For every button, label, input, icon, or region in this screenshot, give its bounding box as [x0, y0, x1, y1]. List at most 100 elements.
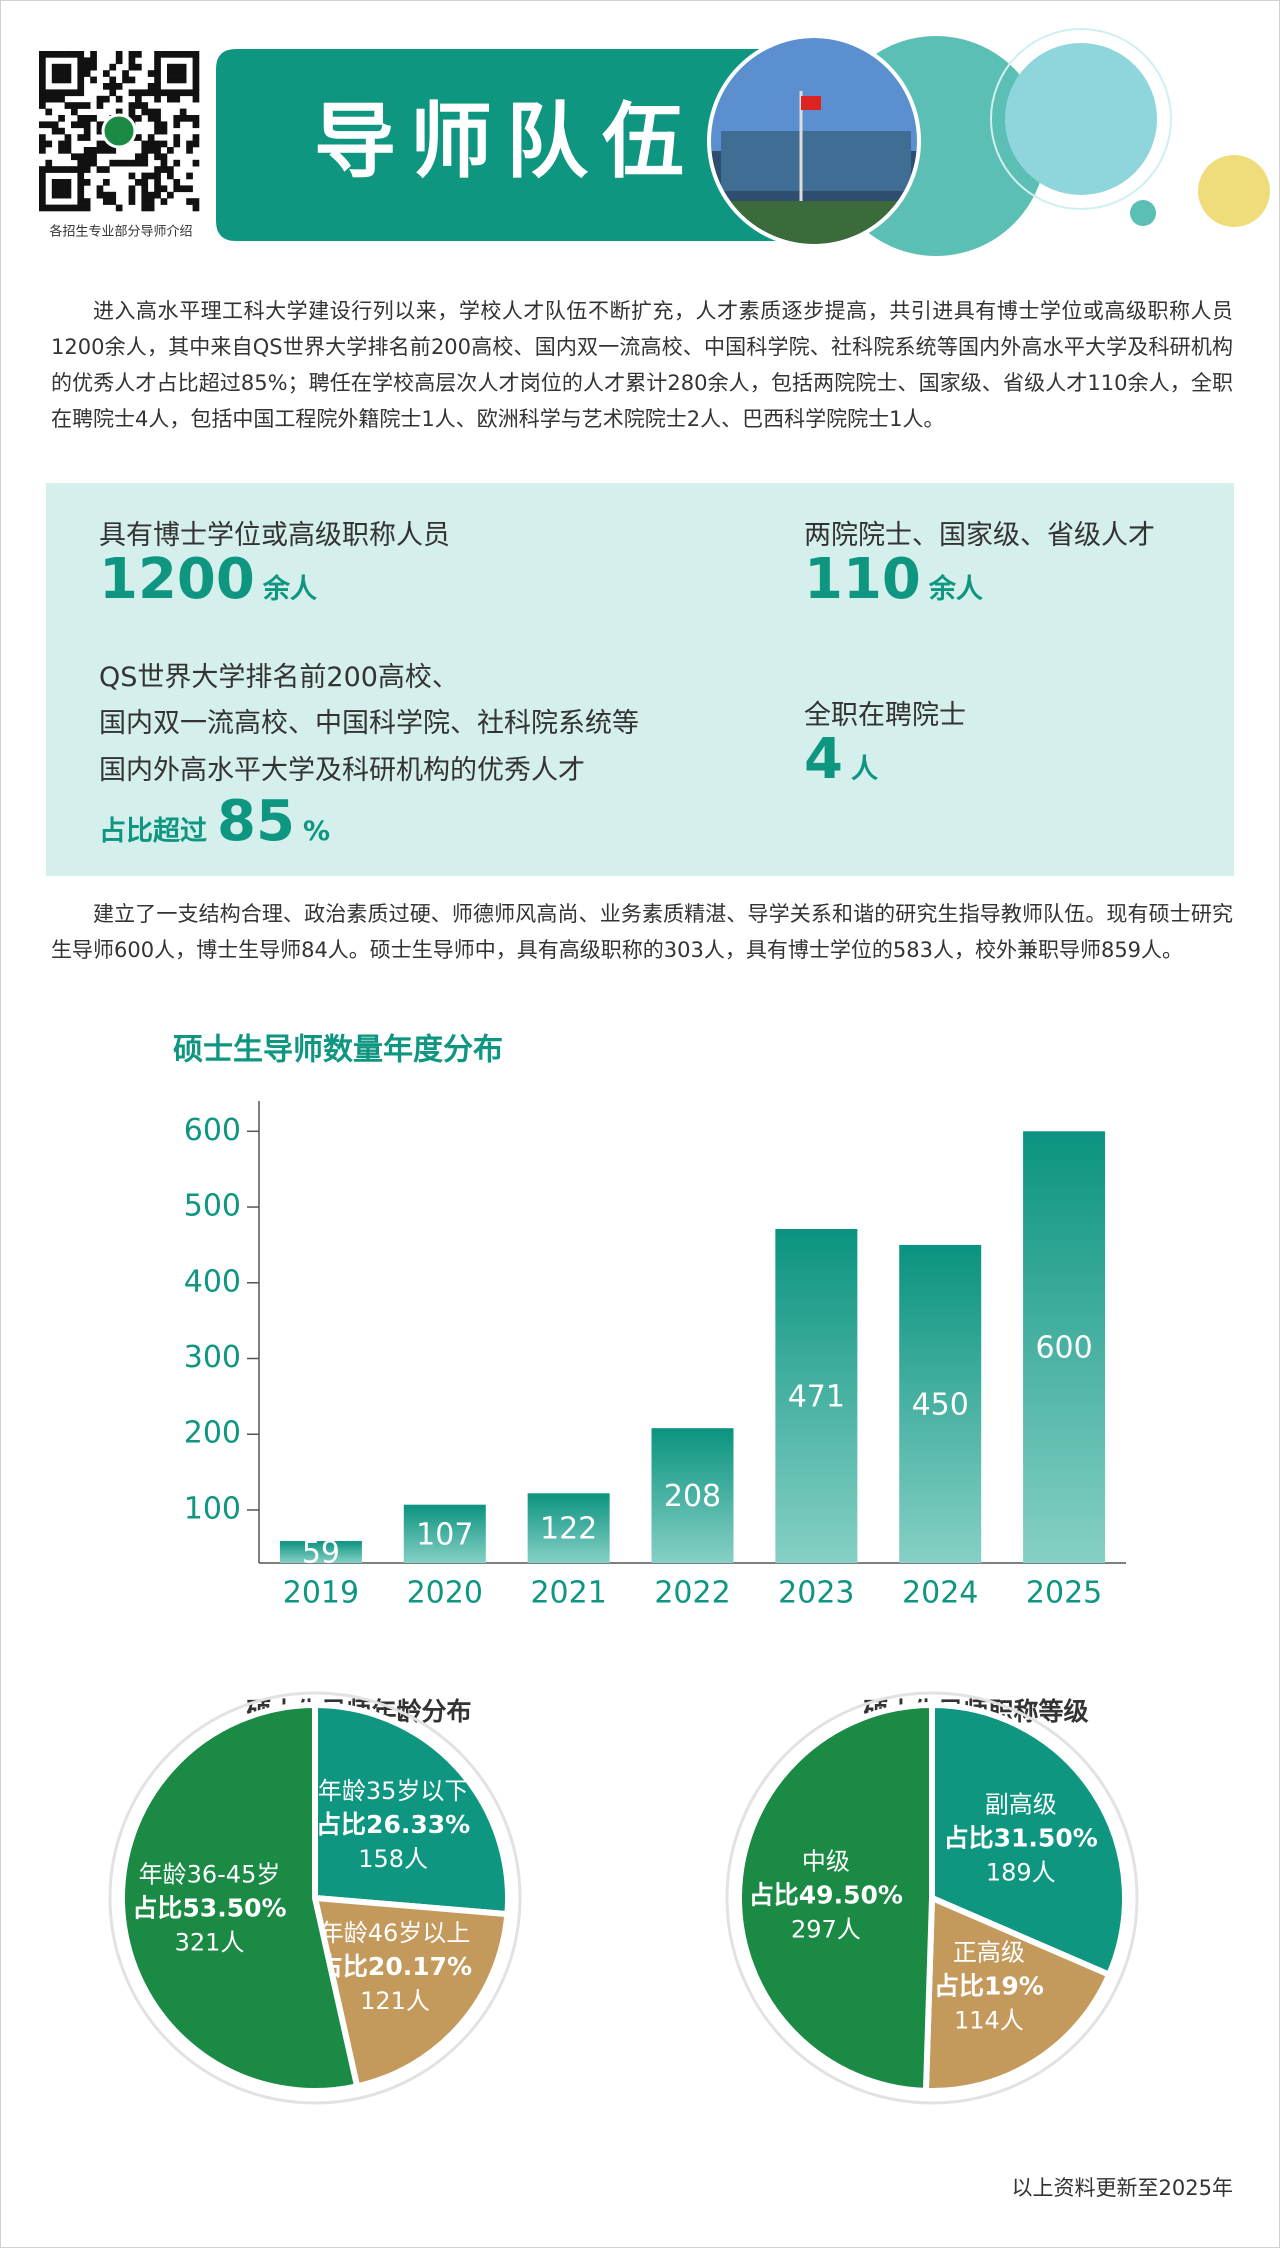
qr-module	[39, 76, 46, 84]
bar	[775, 1228, 858, 1563]
qr-module	[64, 134, 72, 141]
qr-module	[45, 159, 53, 167]
qr-module	[77, 179, 85, 186]
qr-module	[64, 166, 72, 173]
bar	[1023, 1131, 1106, 1563]
stat-label: 具有博士学位或高级职称人员	[99, 520, 450, 551]
qr-module	[39, 147, 46, 154]
title-banner	[216, 49, 781, 241]
qr-module	[128, 108, 136, 116]
qr-module	[147, 70, 155, 77]
qr-module	[141, 147, 149, 154]
qr-module	[179, 108, 187, 116]
qr-module	[45, 51, 53, 58]
qr-module	[167, 95, 174, 103]
qr-module	[103, 95, 110, 103]
qr-module	[141, 191, 149, 199]
qr-module	[51, 127, 59, 135]
qr-module	[128, 159, 136, 167]
qr-module	[39, 57, 46, 65]
pie-slice	[312, 1701, 511, 1918]
slice-count: 189人	[986, 1859, 1056, 1887]
photo-frame	[707, 34, 921, 248]
qr-module	[77, 51, 85, 58]
qr-module	[103, 179, 110, 186]
qr-module	[115, 204, 123, 212]
bar-value-label: 107	[416, 1517, 473, 1552]
qr-module	[51, 166, 59, 173]
qr-module	[154, 63, 161, 71]
qr-module	[58, 140, 65, 148]
deco-circle	[1198, 155, 1270, 227]
qr-module	[109, 147, 117, 154]
qr-module	[83, 121, 91, 129]
qr-module	[77, 115, 85, 122]
qr-module	[154, 121, 161, 129]
stat-unit: 余人	[928, 574, 983, 605]
qr-module	[173, 134, 181, 141]
qr-module	[135, 51, 142, 58]
qr-module	[135, 102, 142, 109]
qr-module	[160, 140, 168, 148]
stat-value: 110	[804, 547, 921, 612]
qr-module	[154, 95, 161, 103]
slice-value-label: 占比53.50%	[132, 1894, 286, 1923]
qr-module	[90, 153, 97, 161]
bar	[403, 1504, 486, 1563]
y-tick-label: 500	[184, 1189, 241, 1224]
qr-module	[45, 108, 53, 116]
qr-module	[39, 70, 46, 77]
slice-count: 297人	[791, 1915, 861, 1943]
qr-module	[39, 134, 46, 141]
qr-module	[58, 95, 65, 103]
qr-module	[77, 102, 85, 109]
qr-module	[45, 89, 53, 97]
qr-module	[186, 172, 193, 180]
qr-module	[160, 198, 168, 205]
qr-module	[141, 204, 149, 212]
qr-module	[154, 179, 161, 186]
pie-ring	[108, 1691, 522, 2105]
qr-module	[64, 63, 72, 71]
qr-module	[167, 76, 174, 84]
qr-module	[90, 147, 97, 154]
slice-name: 中级	[802, 1847, 850, 1875]
qr-module	[51, 70, 59, 77]
qr-module	[192, 159, 200, 167]
y-tick-label: 200	[184, 1416, 241, 1451]
qr-module	[90, 51, 97, 58]
qr-module	[96, 147, 104, 154]
qr-module	[77, 63, 85, 71]
qr-module	[51, 76, 59, 84]
qr-module	[154, 89, 161, 97]
qr-module	[96, 121, 104, 129]
qr-module	[64, 204, 72, 212]
qr-module	[77, 83, 85, 90]
stat-unit: 人	[850, 754, 878, 785]
qr-module	[45, 121, 53, 129]
bar-value-label: 450	[912, 1387, 969, 1422]
y-tick-label: 400	[184, 1264, 241, 1299]
qr-module	[192, 76, 200, 84]
qr-module	[64, 185, 72, 193]
qr-module	[77, 191, 85, 199]
bar	[899, 1244, 982, 1563]
qr-module	[103, 83, 110, 90]
pie-slice	[736, 1701, 935, 2094]
qr-module	[96, 127, 104, 135]
bar	[527, 1493, 610, 1563]
qr-module	[154, 191, 161, 199]
qr-module	[58, 127, 65, 135]
qr-module	[58, 51, 65, 58]
qr-module	[109, 76, 117, 84]
qr-module	[39, 95, 46, 103]
qr-module	[186, 147, 193, 154]
qr-module	[173, 159, 181, 167]
x-tick-label: 2022	[654, 1576, 730, 1611]
qr-module	[179, 70, 187, 77]
qr-module	[173, 51, 181, 58]
qr-module	[173, 140, 181, 148]
qr-module	[51, 51, 59, 58]
